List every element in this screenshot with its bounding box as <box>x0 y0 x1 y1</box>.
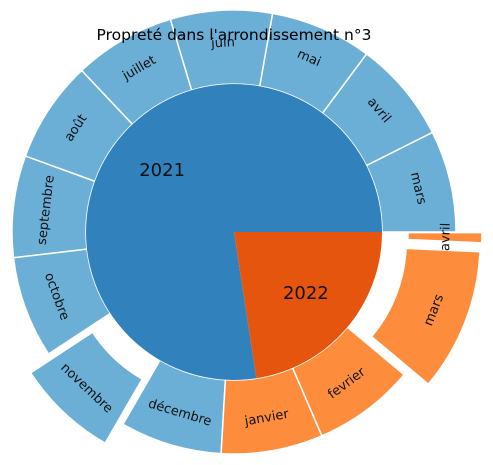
inner-ring <box>86 84 382 380</box>
year-label-2021: 2021 <box>139 160 185 181</box>
chart-title: Propreté dans l'arrondissement n°3 <box>97 26 372 44</box>
year-label-2022: 2022 <box>283 283 329 304</box>
month-label-avril-2022: avril <box>438 223 454 252</box>
